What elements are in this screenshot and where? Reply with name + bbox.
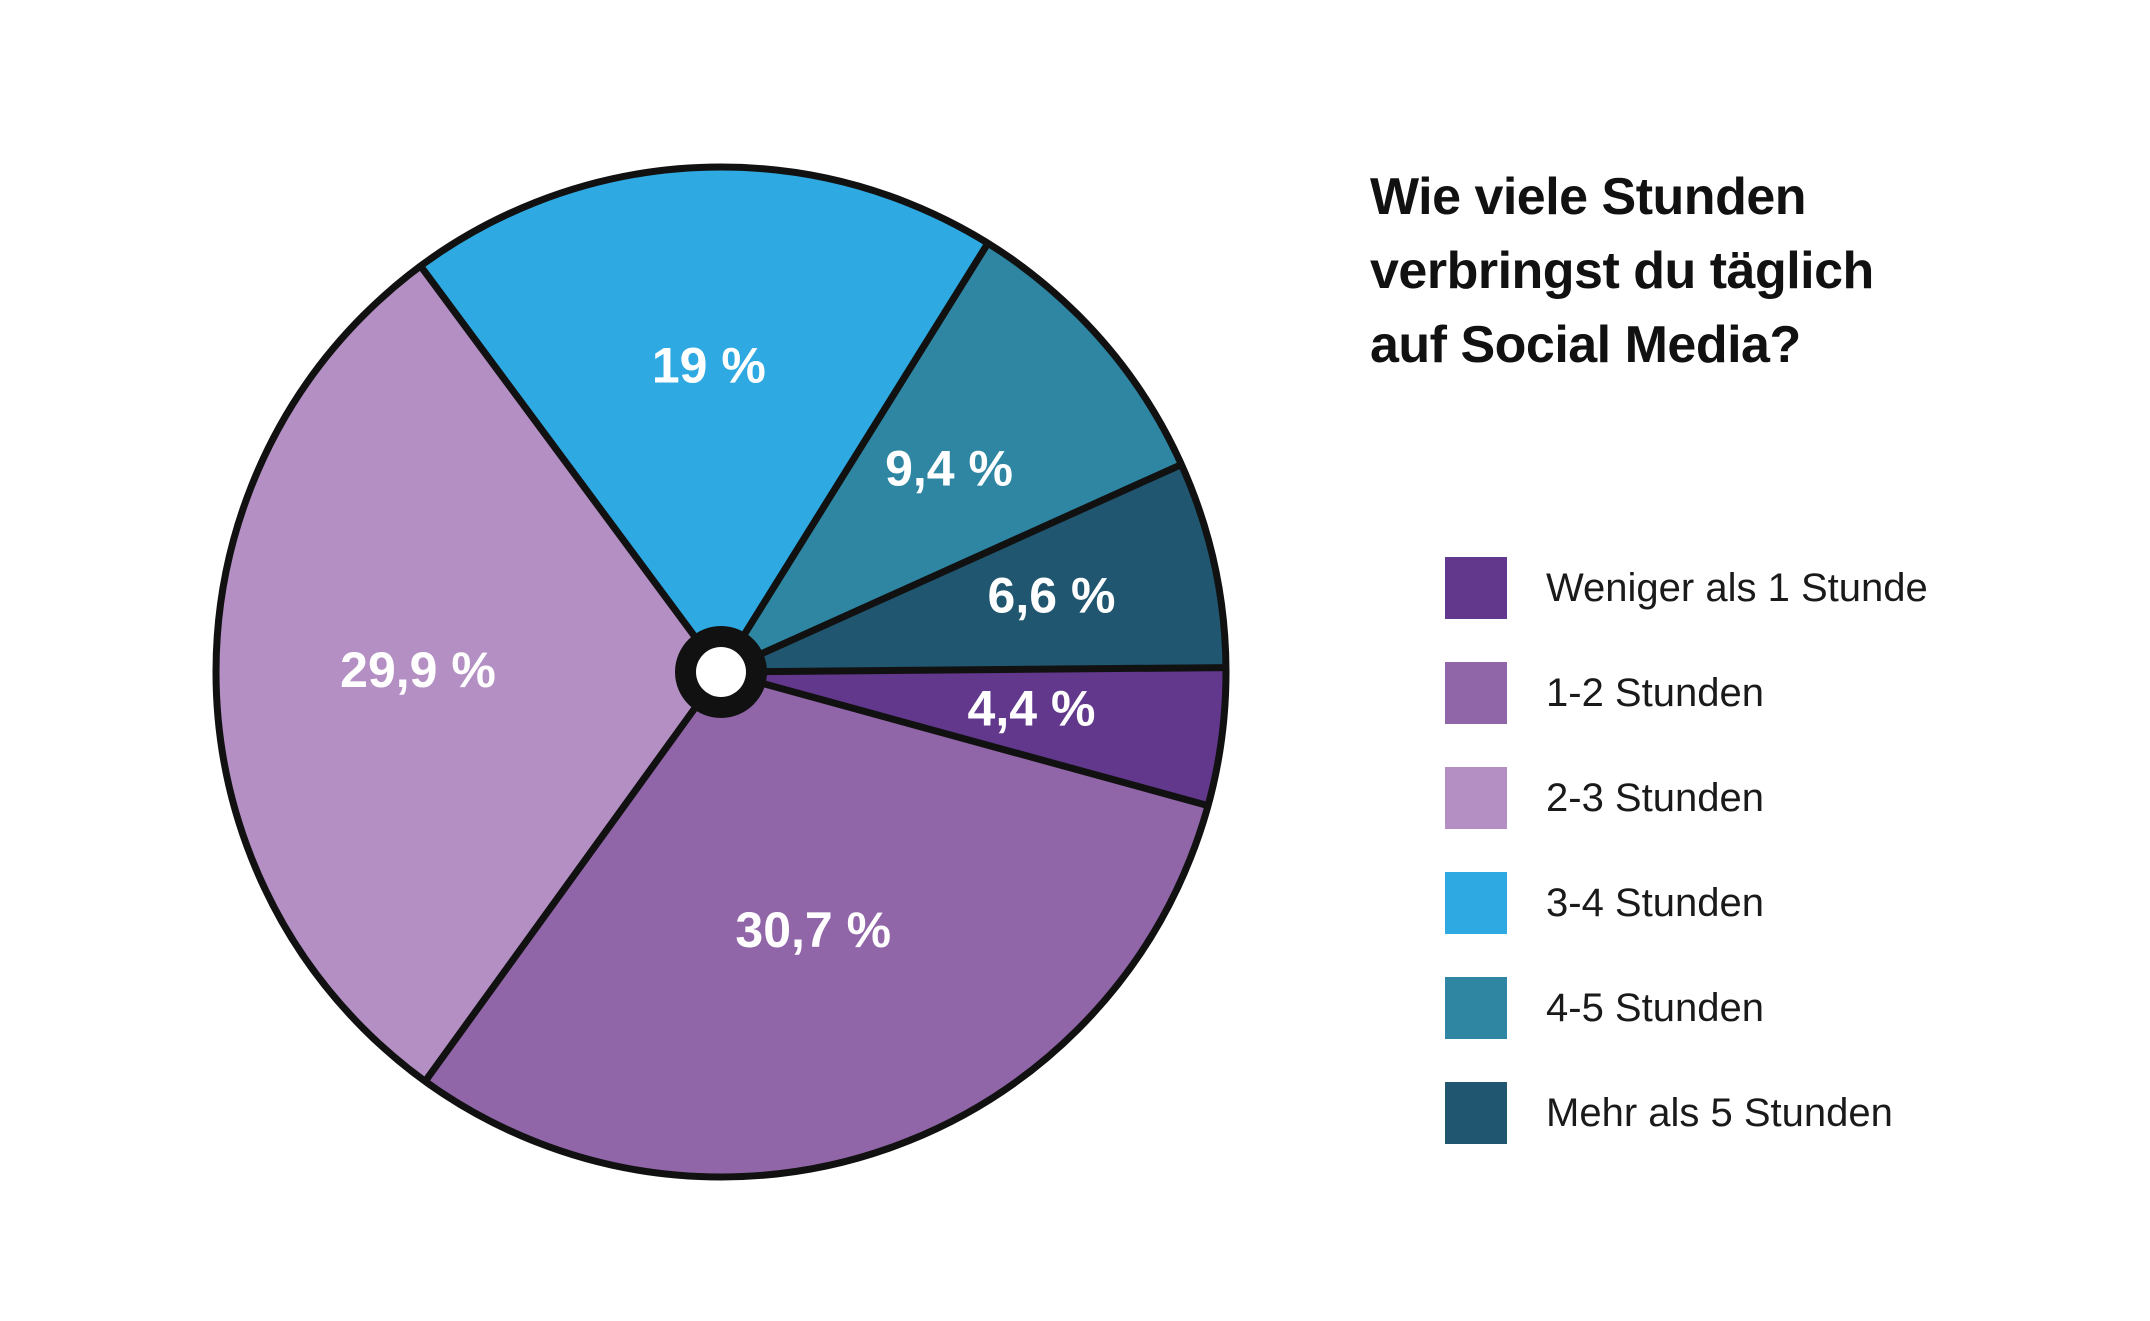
legend-swatch <box>1445 557 1507 619</box>
center-hub <box>675 626 767 718</box>
slice-divider <box>417 263 724 675</box>
legend-label: 1-2 Stunden <box>1546 670 1764 715</box>
slice-divider <box>720 668 1209 809</box>
pie-slice-mehr-als-5-stunden <box>721 464 1226 672</box>
center-hole <box>696 647 746 697</box>
slice-value-label: 29,9 % <box>340 642 496 698</box>
pie-slice-4-5-stunden <box>721 243 1182 673</box>
slice-divider <box>720 664 1227 676</box>
legend-item-2-3-stunden: 2-3 Stunden <box>1445 767 2105 829</box>
legend-item-4-5-stunden: 4-5 Stunden <box>1445 977 2105 1039</box>
legend-item-3-4-stunden: 3-4 Stunden <box>1445 872 2105 934</box>
legend-item-mehr-als-5-stunden: Mehr als 5 Stunden <box>1445 1082 2105 1144</box>
slice-value-label: 4,4 % <box>968 681 1096 737</box>
chart-title: Wie viele Stunden verbringst du täglich … <box>1370 160 2090 382</box>
legend-label: Mehr als 5 Stunden <box>1546 1090 1893 1135</box>
pie-outline <box>212 163 1230 1181</box>
legend-swatch <box>1445 662 1507 724</box>
chart-title-line-3: auf Social Media? <box>1370 316 1801 374</box>
slice-value-label: 9,4 % <box>885 441 1013 497</box>
legend-label: 2-3 Stunden <box>1546 775 1764 820</box>
legend-label: 4-5 Stunden <box>1546 985 1764 1030</box>
legend-swatch <box>1445 977 1507 1039</box>
pie-slice-3-4-stunden <box>420 166 988 672</box>
slice-divider <box>422 669 724 1084</box>
chart-title-line-1: Wie viele Stunden <box>1370 168 1807 226</box>
legend: Weniger als 1 Stunde 1-2 Stunden 2-3 Stu… <box>1445 557 2105 1187</box>
slice-value-label: 6,6 % <box>988 568 1116 624</box>
legend-swatch <box>1445 1082 1507 1144</box>
legend-item-weniger-als-1-stunde: Weniger als 1 Stunde <box>1445 557 2105 619</box>
legend-swatch <box>1445 767 1507 829</box>
slice-divider <box>719 461 1183 676</box>
pie-slice-weniger-als-1-stunde <box>721 667 1226 806</box>
pie-slice-1-2-stunden <box>425 672 1209 1178</box>
slice-divider <box>718 241 991 674</box>
slice-labels: 4,4 % 30,7 % 29,9 % 19 % 9,4 % 6,6 % <box>340 337 1115 958</box>
legend-swatch <box>1445 872 1507 934</box>
legend-label: 3-4 Stunden <box>1546 880 1764 925</box>
chart-title-line-2: verbringst du täglich <box>1370 242 1874 300</box>
pie-slices <box>215 166 1226 1178</box>
pie-slice-2-3-stunden <box>215 266 722 1082</box>
slice-value-label: 30,7 % <box>735 902 891 958</box>
slice-value-label: 19 % <box>652 337 766 393</box>
legend-item-1-2-stunden: 1-2 Stunden <box>1445 662 2105 724</box>
pie-dividers <box>417 241 1227 1084</box>
legend-label: Weniger als 1 Stunde <box>1546 565 1928 610</box>
